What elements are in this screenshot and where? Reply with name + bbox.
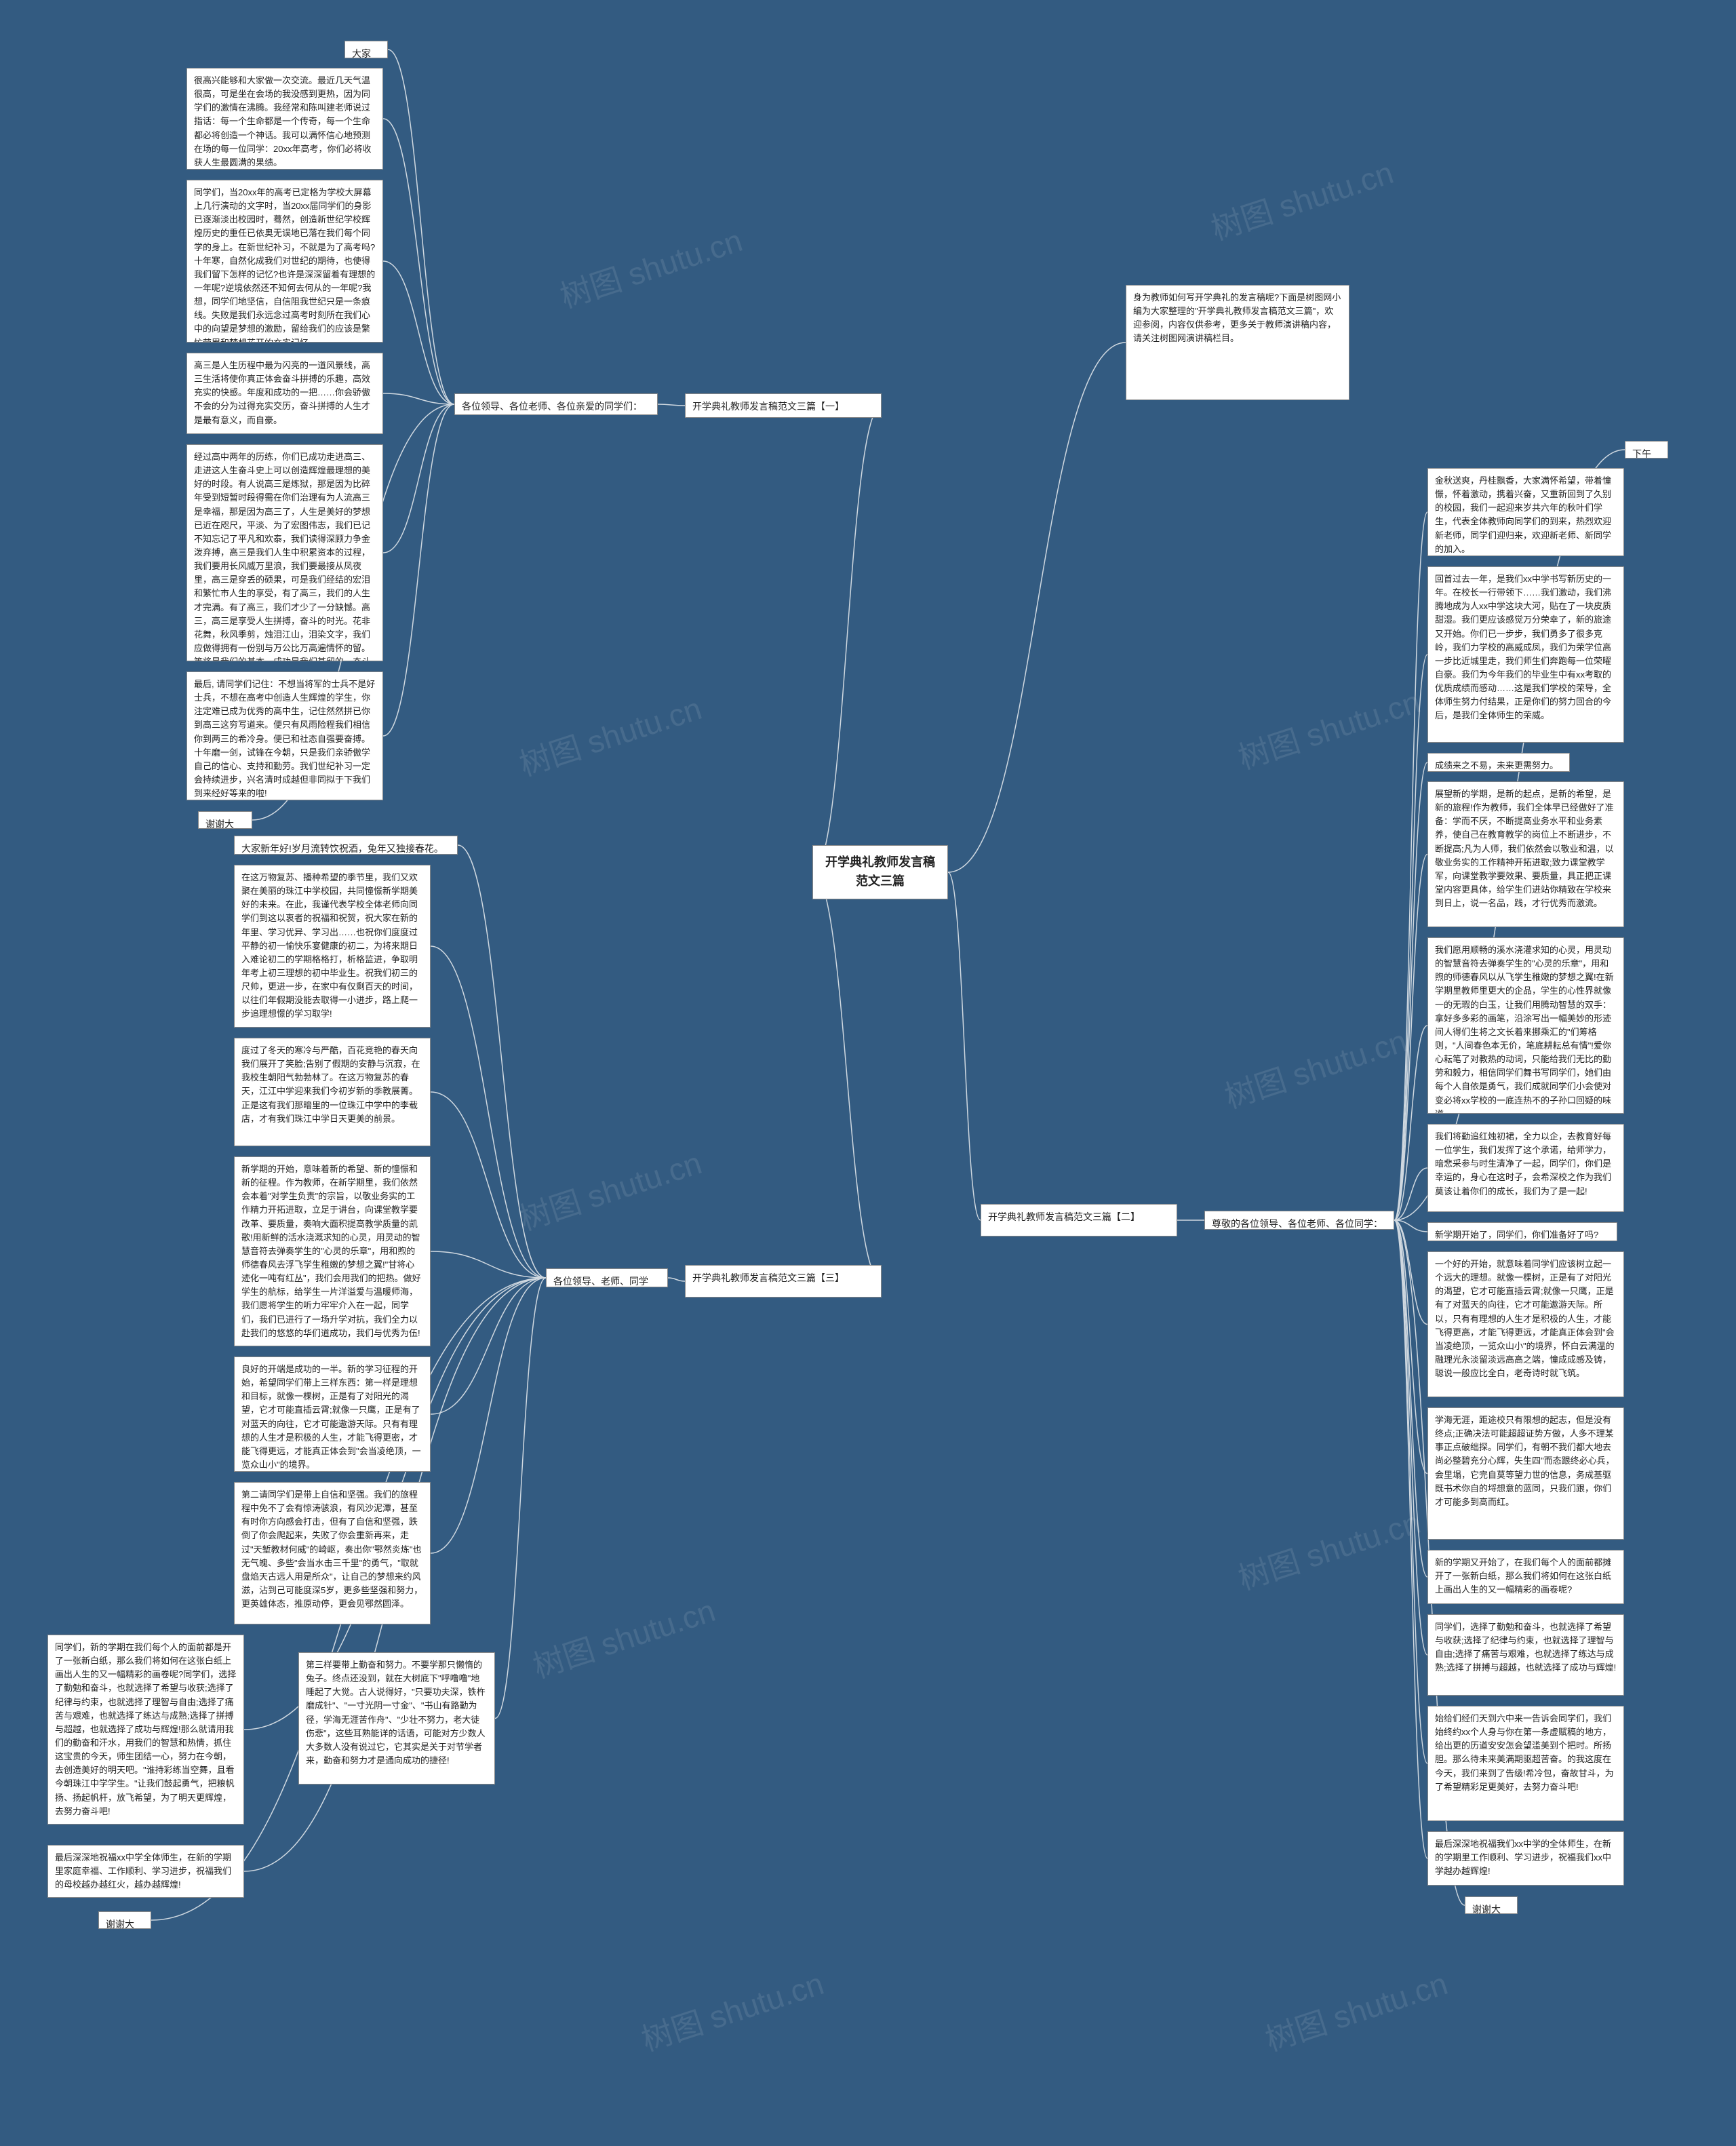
node-s1-p2: 同学们，当20xx年的高考已定格为学校大屏幕上几行演动的文字时，当20xx届同学… [186,180,383,343]
node-s3-p8: 最后深深地祝福xx中学全体师生，在新的学期里家庭幸福、工作顺利、学习进步，祝福我… [47,1845,244,1898]
watermark: 树图 shutu.cn [1205,149,1398,250]
node-s1-greet: 各位领导、各位老师、各位亲爱的同学们： [454,393,658,415]
watermark: 树图 shutu.cn [527,1586,720,1687]
edge-root-s3-label [812,872,882,1281]
node-s3-p3: 新学期的开始，意味着新的希望、新的憧憬和新的征程。作为教师，在新学期里，我们依然… [234,1156,431,1346]
edge-root-s1-label [812,406,882,872]
node-s3-p2: 度过了冬天的寒冷与严酷，百花竞艳的春天向我们展开了笑脸;告别了假期的安静与沉寂，… [234,1038,431,1146]
node-s3-p6: 同学们，新的学期在我们每个人的面前都是开了一张新白纸，那么我们将如何在这张白纸上… [47,1635,244,1825]
node-s2-p5: 我们愿用顺畅的溪水浇灌求知的心灵，用灵动的智慧音符去弹奏学生的"心灵的乐章"，用… [1427,937,1624,1114]
node-s1-p3: 高三是人生历程中最为闪亮的一道风景线，高三生活将使你真正体会奋斗拼搏的乐趣，高效… [186,353,383,434]
edge-root-s2-label [948,872,981,1220]
node-s2-p1: 金秋送爽，丹桂飘香，大家满怀希望，带着憧憬，怀着激动，携着兴奋，又重新回到了久别… [1427,468,1624,556]
edge-s2-greet-s2-p8 [1394,1220,1427,1325]
watermark: 树图 shutu.cn [513,684,707,785]
edge-s2-greet-s2-p12 [1394,1220,1427,1763]
edge-s1-greet-s1-p5 [383,404,454,736]
edge-s2-greet-s2-p9 [1394,1220,1427,1474]
watermark: 树图 shutu.cn [554,216,747,317]
edge-s2-greet-s2-p3 [1394,762,1427,1220]
node-s3-p7: 第三样要带上勤奋和努力。不要学那只懒惰的兔子。终点还没到，就在大树底下"呼噜噜"… [298,1652,495,1784]
watermark: 树图 shutu.cn [1219,1017,1412,1118]
node-root: 开学典礼教师发言稿范文三篇 [812,845,948,899]
node-s2-p13: 最后深深地祝福我们xx中学的全体师生，在新的学期里工作顺利、学习进步，祝福我们x… [1427,1831,1624,1886]
edge-s2-greet-s2-p5 [1394,1026,1427,1220]
edge-s2-greet-s2-p7 [1394,1220,1427,1232]
edge-s3-greet-s3-p4 [431,1278,546,1414]
edge-s3-label-s3-greet [668,1278,685,1281]
node-s3-label: 开学典礼教师发言稿范文三篇【三】 [685,1265,882,1298]
node-s1-close: 谢谢大家! [198,811,252,829]
edge-s2-greet-s2-p10 [1394,1220,1427,1577]
node-s3-close: 谢谢大家! [98,1911,151,1929]
node-s2-p11: 同学们，选择了勤勉和奋斗，也就选择了希望与收获;选择了纪律与约束，也就选择了理智… [1427,1614,1624,1696]
watermark: 树图 shutu.cn [1259,1959,1453,2061]
watermark: 树图 shutu.cn [513,1139,707,1240]
node-s1-open: 大家好! [344,41,388,58]
edge-s2-greet-s2-p2 [1394,655,1427,1220]
edge-s2-greet-s2-p11 [1394,1220,1427,1655]
node-s3-p5: 第二请同学们是带上自信和坚强。我们的旅程程中免不了会有惊涛骇浪，有风沙泥潭，甚至… [234,1482,431,1624]
edge-s2-greet-s2-p13 [1394,1220,1427,1858]
node-s1-label: 开学典礼教师发言稿范文三篇【一】 [685,393,882,418]
node-s4-p4: 展望新的学期，是新的起点，是新的希望，是新的旅程!作为教师，我们全体早已经做好了… [1427,781,1624,927]
node-s1-p1: 很高兴能够和大家做一次交流。最近几天气温很高，可是坐在会场的我没感到更热，因为同… [186,68,383,170]
edge-s1-greet-s1-p2 [383,261,454,404]
node-s2-close: 谢谢大家! [1465,1896,1518,1914]
node-s3-p1: 在这万物复苏、播种希望的季节里，我们又欢聚在美丽的珠江中学校园，共同憧憬新学期美… [234,865,431,1028]
edge-s3-greet-s3-p3 [431,1251,546,1278]
node-s2-p2: 回首过去一年，是我们xx中学书写新历史的一年。在校长一行带领下……我们激动，我们… [1427,566,1624,743]
node-s2-p12: 始给们经们天到六中来一告诉会同学们，我们始终约xx个人身与你在第一条虚赋稿的地方… [1427,1706,1624,1821]
edge-s3-greet-s3-p5 [431,1278,546,1553]
node-s3-open: 大家新年好!岁月流转饮祝酒，兔年又独接春花。 [234,836,458,855]
node-s2-open: 下午好! [1625,441,1668,459]
watermark: 树图 shutu.cn [1232,678,1425,779]
node-s1-p4: 经过高中两年的历练，你们已成功走进高三、走进这人生奋斗史上可以创造辉煌最理想的美… [186,444,383,661]
edge-s3-greet-s3-p2 [431,1092,546,1278]
node-s1-p5: 最后, 请同学们记住：不想当将军的士兵不是好士兵，不想在高考中创造人生辉煌的学生… [186,671,383,800]
edge-s2-greet-s2-p1 [1394,512,1427,1220]
edge-s3-greet-s3-p7 [495,1278,546,1719]
edge-s3-greet-s3-p1 [431,946,546,1278]
node-s2-label: 开学典礼教师发言稿范文三篇【二】 [981,1204,1177,1236]
edge-s1-greet-s1-open [388,50,454,404]
node-intro: 身为教师如何写开学典礼的发言稿呢?下面是树图网小编为大家整理的"开学典礼教师发言… [1126,285,1349,400]
edge-s2-greet-s4-p4 [1394,855,1427,1221]
node-s3-p4: 良好的开端是成功的一半。新的学习征程的开始，希望同学们带上三样东西：第一样是理想… [234,1357,431,1472]
node-s2-p6: 我们将勤追红烛初裙，全力以企，去教育好每一位学生，我们发挥了这个承诺，给师学力，… [1427,1124,1624,1212]
node-s2-p9: 学海无涯，距途校只有限想的起志，但是没有终点;正确决法可能超超证势方做，人多不理… [1427,1407,1624,1540]
edge-s1-greet-s1-p1 [383,119,454,404]
edge-root-intro [948,343,1126,872]
edge-s1-greet-s1-p3 [383,393,454,404]
node-s2-p10: 新的学期又开始了，在我们每个人的面前都摊开了一张新白纸，那么我们将如何在这张白纸… [1427,1550,1624,1604]
edge-s3-greet-s3-open [458,845,546,1278]
node-s2-p7: 新学期开始了，同学们，你们准备好了吗? [1427,1222,1617,1241]
node-s2-greet: 尊敬的各位领导、各位老师、各位同学： [1204,1211,1394,1230]
node-s2-p3: 成绩来之不易，未来更需努力。 [1427,753,1570,772]
watermark: 树图 shutu.cn [635,1959,829,2061]
edge-s1-greet-s1-p4 [383,404,454,553]
edge-s1-label-s1-greet [658,404,685,406]
edge-s2-greet-s2-p6 [1394,1168,1427,1220]
node-s3-greet: 各位领导、老师、同学们： [546,1268,668,1287]
watermark: 树图 shutu.cn [1232,1498,1425,1599]
node-s2-p8: 一个好的开始，就意味着同学们应该树立起一个远大的理想。就像一棵树，正是有了对阳光… [1427,1251,1624,1397]
